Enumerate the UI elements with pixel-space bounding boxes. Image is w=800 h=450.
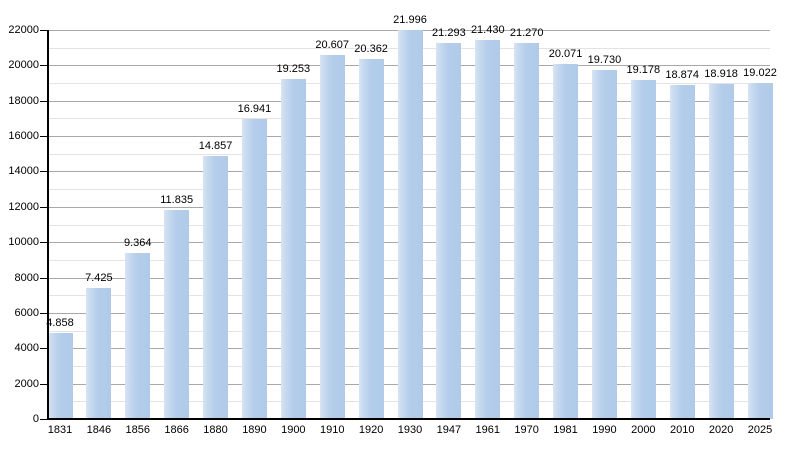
bar-value-label: 18.874 <box>665 69 700 82</box>
y-axis-tick <box>40 206 48 208</box>
bar-1981 <box>553 64 579 419</box>
bar-value-label: 7.425 <box>85 271 113 284</box>
y-axis-line <box>47 30 49 420</box>
bar-value-label: 19.253 <box>276 62 311 75</box>
y-axis-tick <box>40 242 48 244</box>
bar-value-label: 16.941 <box>237 103 272 116</box>
bar-value-label: 19.730 <box>587 54 622 67</box>
bar-value-label: 20.071 <box>548 48 583 61</box>
y-axis-tick-label: 2000 <box>14 377 39 390</box>
x-axis-tick-label: 1880 <box>203 424 228 436</box>
bar-value-label: 20.362 <box>354 42 388 55</box>
bar-value-label: 21.270 <box>509 26 544 39</box>
x-axis-tick-label: 1970 <box>514 424 539 436</box>
y-axis-tick <box>40 30 48 31</box>
y-axis-tick-label: 12000 <box>8 200 39 213</box>
y-axis-tick <box>40 136 48 138</box>
x-axis-tick-label: 2000 <box>631 424 656 436</box>
bar-1920 <box>358 58 384 419</box>
x-axis-tick-label: 1961 <box>475 424 500 436</box>
y-axis-tick-label: 22000 <box>8 24 39 36</box>
y-axis-tick <box>40 312 48 314</box>
bar-2020 <box>708 84 734 419</box>
bar-1890 <box>241 119 267 419</box>
y-axis-tick-label: 14000 <box>8 165 39 178</box>
bar-1900 <box>280 78 306 419</box>
x-axis-tick-label: 1947 <box>436 424 462 436</box>
bar-value-label: 21.293 <box>432 26 466 39</box>
bar-1930 <box>397 30 423 419</box>
y-axis-tick <box>40 348 48 350</box>
bar-value-label: 19.178 <box>626 63 661 76</box>
bar-1947 <box>436 42 462 419</box>
y-axis-tick <box>40 171 48 173</box>
bar-1961 <box>475 40 501 419</box>
y-axis-tick-label: 6000 <box>14 306 39 319</box>
x-axis-tick-label: 2025 <box>747 424 773 436</box>
y-axis-tick-label: 10000 <box>8 236 39 249</box>
bar-1846 <box>86 287 112 419</box>
y-axis-tick <box>40 419 48 420</box>
bar-1990 <box>591 70 617 419</box>
bar-1970 <box>514 42 540 419</box>
y-axis-tick <box>40 65 48 67</box>
y-axis-tick-label: 18000 <box>8 94 39 107</box>
x-axis-tick-label: 1990 <box>592 424 617 436</box>
x-axis-tick-label: 1920 <box>358 424 384 436</box>
y-axis-tick-label: 4000 <box>14 342 39 355</box>
bar-1831 <box>47 333 73 419</box>
x-axis-tick-label: 1900 <box>281 424 306 436</box>
x-axis-tick-label: 1846 <box>86 424 112 436</box>
bar-value-label: 21.996 <box>393 14 427 27</box>
x-axis-tick-label: 1930 <box>397 424 423 436</box>
bar-value-label: 20.607 <box>315 38 350 51</box>
y-axis-tick-label: 8000 <box>14 271 39 284</box>
bar-value-label: 11.835 <box>160 193 194 206</box>
bar-value-label: 4.858 <box>46 317 74 330</box>
y-axis-tick-label: 0 <box>32 413 39 425</box>
bar-2025 <box>747 82 773 419</box>
bar-1910 <box>319 54 345 419</box>
y-axis-tick <box>40 277 48 279</box>
x-axis-tick-label: 2010 <box>669 424 695 436</box>
x-axis-tick-label: 1866 <box>164 424 189 436</box>
bar-1880 <box>203 156 229 419</box>
x-axis-line <box>47 418 770 420</box>
bar-1866 <box>164 209 190 419</box>
y-axis-tick <box>40 100 48 102</box>
bar-2010 <box>669 85 695 419</box>
x-axis-tick-label: 2020 <box>708 424 734 436</box>
y-axis-tick-label: 20000 <box>8 59 39 72</box>
x-axis-tick-label: 1910 <box>319 424 345 436</box>
x-axis-tick-label: 1831 <box>47 424 73 436</box>
x-axis-tick-label: 1856 <box>125 424 150 436</box>
bar-value-label: 21.430 <box>470 24 505 37</box>
x-axis-tick-label: 1981 <box>553 424 578 436</box>
bar-1856 <box>125 253 151 419</box>
y-axis-tick <box>40 383 48 385</box>
x-axis-tick-label: 1890 <box>242 424 267 436</box>
bar-value-label: 19.022 <box>743 66 777 79</box>
y-axis-tick-label: 16000 <box>8 130 39 143</box>
bar-2000 <box>630 79 656 419</box>
bar-value-label: 18.918 <box>704 68 738 81</box>
bar-value-label: 14.857 <box>198 140 233 153</box>
bar-value-label: 9.364 <box>124 237 152 250</box>
